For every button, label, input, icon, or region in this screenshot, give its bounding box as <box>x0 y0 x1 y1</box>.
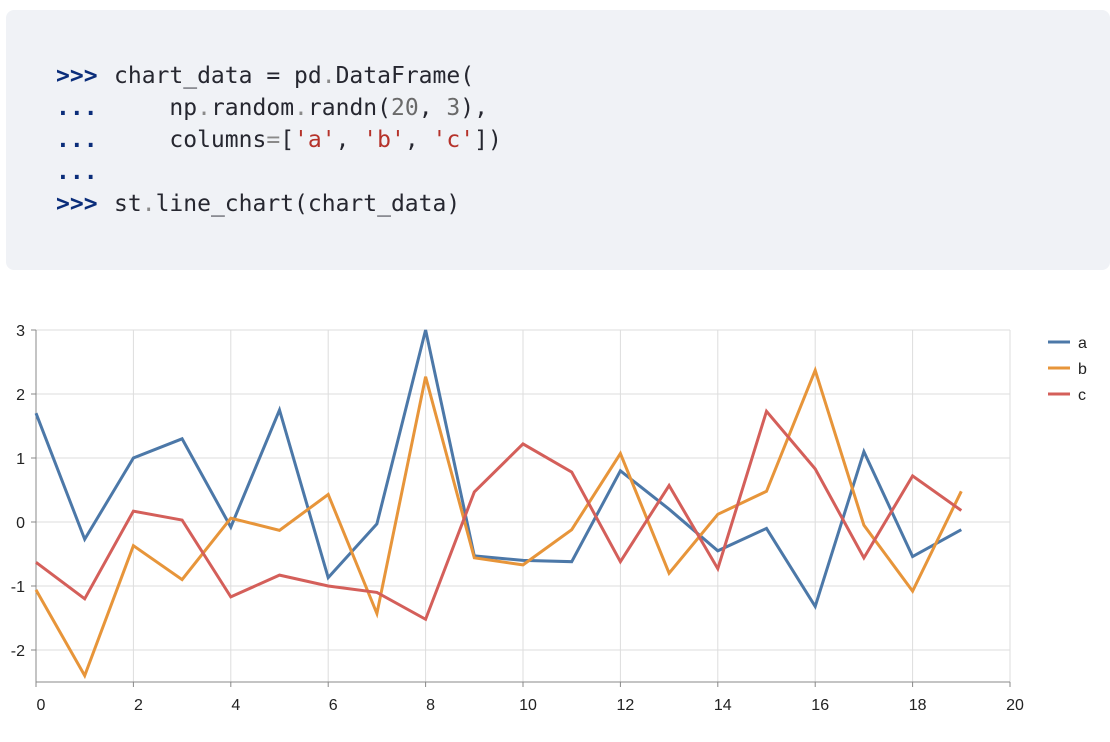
code-token: . <box>294 95 308 121</box>
y-tick-label: -1 <box>11 579 25 596</box>
code-line: ... np.random.randn(20, 3), <box>56 92 1110 124</box>
code-prompt: ... <box>56 127 98 153</box>
code-token: . <box>321 63 336 89</box>
code-line: ... <box>56 156 1110 188</box>
code-block: >>> chart_data = pd.DataFrame(... np.rand… <box>6 10 1110 270</box>
code-token: DataFrame( <box>335 63 475 89</box>
code-token: = <box>266 127 281 153</box>
code-line: ... columns=['a', 'b', 'c']) <box>56 124 1110 156</box>
x-tick-label: 16 <box>811 697 829 714</box>
code-token: , <box>404 127 433 153</box>
code-token: ]) <box>474 127 502 153</box>
y-tick-label: 1 <box>16 451 25 468</box>
code-prompt: ... <box>56 159 98 185</box>
y-tick-label: -2 <box>11 643 25 660</box>
code-token: columns <box>114 127 267 153</box>
code-token: 'b' <box>363 127 405 153</box>
code-token: [ <box>280 127 295 153</box>
code-token: 20 <box>391 95 419 121</box>
code-token: randn( <box>307 95 391 121</box>
y-tick-label: 3 <box>16 323 25 340</box>
code-token: 3 <box>446 95 461 121</box>
series-line-c <box>35 408 963 622</box>
code-line: >>> st.line_chart(chart_data) <box>56 188 1110 220</box>
code-line: >>> chart_data = pd.DataFrame( <box>56 60 1110 92</box>
x-tick-label: 14 <box>714 697 732 714</box>
x-tick-label: 12 <box>617 697 635 714</box>
code-token: 'c' <box>432 127 475 153</box>
code-token: np <box>114 95 198 121</box>
legend-label-a: a <box>1078 335 1087 352</box>
x-tick-label: 2 <box>134 697 143 714</box>
legend-label-b: b <box>1078 361 1087 378</box>
x-tick-label: 10 <box>519 697 537 714</box>
code-token: 'a' <box>294 127 336 153</box>
code-token: chart_data = pd <box>114 63 322 89</box>
code-prompt: >>> <box>56 63 98 89</box>
code-token: random <box>210 95 295 121</box>
x-tick-label: 18 <box>909 697 927 714</box>
code-token: . <box>141 191 156 217</box>
x-tick-label: 6 <box>329 697 338 714</box>
code-token: ), <box>460 95 488 121</box>
series-line-b <box>34 365 963 680</box>
code-token: . <box>197 95 211 121</box>
x-tick-label: 8 <box>426 697 435 714</box>
x-tick-label: 4 <box>231 697 240 714</box>
x-tick-label: 20 <box>1006 697 1024 714</box>
code-token: , <box>418 95 447 121</box>
code-prompt: ... <box>56 95 98 121</box>
code-token: st <box>114 191 142 217</box>
x-tick-label: 0 <box>37 697 46 714</box>
code-token: line_chart(chart_data) <box>155 191 461 217</box>
code-prompt: >>> <box>56 191 98 217</box>
y-tick-label: 0 <box>16 515 25 532</box>
legend-label-c: c <box>1078 387 1086 404</box>
line-chart: 0 2 4 6 8 10 12 14 16 18 20 -2 -1 0 1 2 3 a b c <box>0 300 1110 742</box>
series-line-a <box>34 329 963 611</box>
y-tick-label: 2 <box>16 387 25 404</box>
code-token: , <box>335 127 364 153</box>
